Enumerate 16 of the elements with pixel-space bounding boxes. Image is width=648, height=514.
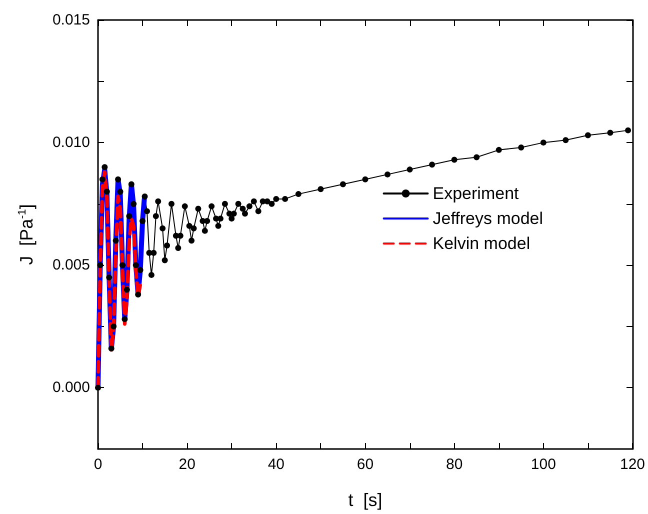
legend-label: Jeffreys model <box>432 209 543 228</box>
x-axis-title: t [s] <box>348 490 382 510</box>
x-tick-label: 60 <box>356 456 374 473</box>
y-tick-label: 0.010 <box>52 134 90 152</box>
y-tick-label: 0.015 <box>52 12 90 28</box>
x-tick-label: 100 <box>530 456 556 473</box>
y-tick-label: 0.000 <box>52 379 90 396</box>
y-tick-label: 0.005 <box>52 256 90 274</box>
x-tick-label: 20 <box>178 456 196 473</box>
y-axis-title: J [Pa-1] <box>16 204 36 265</box>
x-tick-label: 40 <box>268 456 285 473</box>
legend-label: Experiment <box>432 184 520 203</box>
legend-label: Kelvin model <box>432 234 530 253</box>
x-tick-label: 120 <box>620 456 645 473</box>
x-tick-label: 80 <box>446 456 463 473</box>
x-tick-label: 0 <box>94 456 102 473</box>
